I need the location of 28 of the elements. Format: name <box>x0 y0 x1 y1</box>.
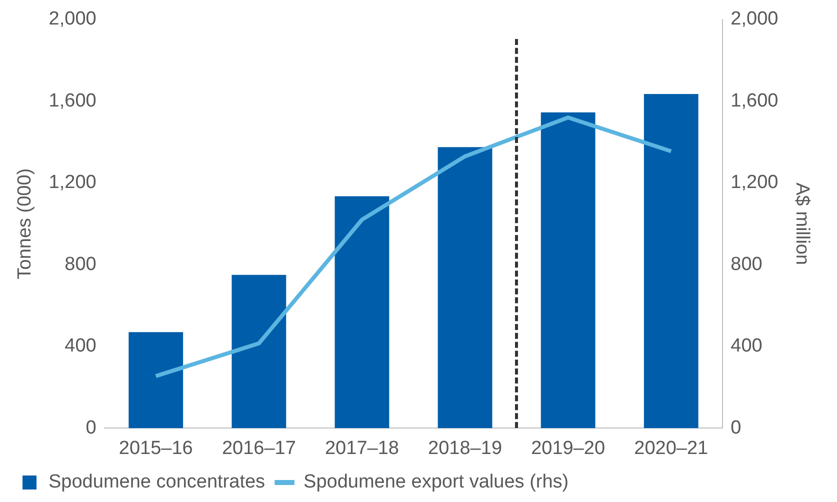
y-tick-label: 2,000 <box>48 8 96 30</box>
x-tick-label: 2018–19 <box>428 438 502 459</box>
y2-tick-label: 1,600 <box>730 90 778 112</box>
bar <box>644 94 698 428</box>
legend-label: Spodumene concentrates <box>48 472 266 493</box>
y2-axis-title: A$ million <box>791 182 812 265</box>
legend-label: Spodumene export values (rhs) <box>304 472 569 493</box>
bar <box>334 196 390 428</box>
y-axis-title: Tonnes (000) <box>14 168 36 280</box>
y2-tick-label: 800 <box>730 254 762 275</box>
y-tick-label: 1,200 <box>48 172 96 194</box>
y-tick-label: 400 <box>64 336 96 357</box>
y-tick-label: 0 <box>86 417 96 438</box>
y2-tick-label: 0 <box>730 417 742 438</box>
bar <box>540 112 596 428</box>
y-tick-label: 800 <box>64 254 96 275</box>
x-tick-label: 2017–18 <box>324 438 399 459</box>
x-tick-label: 2016–17 <box>222 438 296 459</box>
x-tick-label: 2015–16 <box>118 438 193 459</box>
x-tick-label: 2019–20 <box>531 438 606 459</box>
bar <box>232 274 286 428</box>
bar <box>438 147 492 428</box>
y2-tick-label: 400 <box>730 336 762 357</box>
y-tick-label: 1,600 <box>48 90 96 112</box>
bar <box>128 332 184 428</box>
y2-tick-label: 1,200 <box>730 172 778 194</box>
x-tick-label: 2020–21 <box>634 438 708 459</box>
y2-tick-label: 2,000 <box>730 8 778 30</box>
